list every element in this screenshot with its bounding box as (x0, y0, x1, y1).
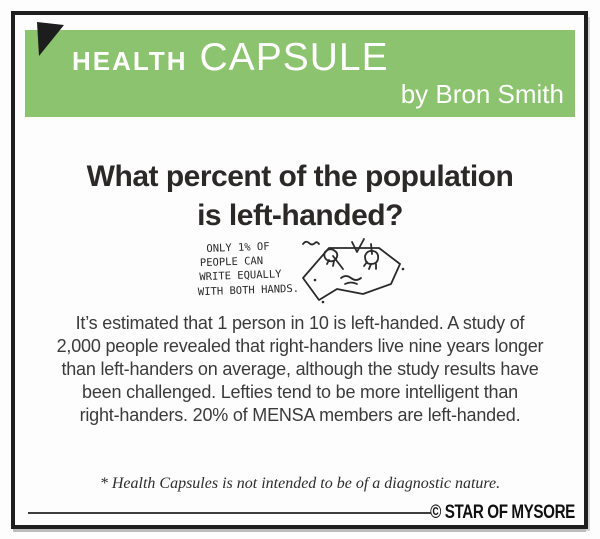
body-line-5: right-handers. 20% of MENSA members are … (79, 405, 521, 425)
disclaimer-note: * Health Capsules is not intended to be … (99, 475, 501, 492)
body-paragraph: It’s estimated that 1 person in 10 is le… (0, 312, 600, 427)
brand-title: HEALTH CAPSULE (72, 36, 389, 80)
folded-corner-icon (37, 22, 64, 56)
body-line-2: 2,000 people revealed that right-handers… (56, 336, 544, 356)
caption-line-4: WITH BOTH HANDS. (198, 283, 300, 299)
caption-line-2: PEOPLE CAN (200, 255, 264, 269)
cartoon-caption: ONLY 1% OF PEOPLE CAN WRITE EQUALLY WITH… (198, 241, 300, 299)
panel-border (11, 11, 588, 529)
body-line-1: It’s estimated that 1 person in 10 is le… (75, 313, 525, 333)
body-line-3: than left-handers on average, although t… (61, 359, 539, 379)
two-hands-writing-doodle (302, 238, 405, 304)
copyright-credit: © STAR OF MYSORE (430, 502, 575, 523)
title-line-2: is left-handed? (197, 199, 403, 232)
cartoon-illustration: ONLY 1% OF PEOPLE CAN WRITE EQUALLY WITH… (198, 238, 405, 304)
author-byline: by Bron Smith (400, 79, 564, 109)
body-line-4: been challenged. Lefties tend to be more… (82, 382, 518, 402)
footer-divider (28, 512, 431, 514)
brand-word-health: HEALTH (72, 46, 188, 76)
page-title: What percent of the population is left-h… (0, 157, 600, 235)
brand-word-capsule: CAPSULE (199, 36, 389, 79)
title-line-1: What percent of the population (86, 160, 514, 193)
caption-line-1: ONLY 1% OF (206, 241, 270, 255)
header-banner: HEALTH CAPSULE by Bron Smith (25, 22, 575, 117)
caption-line-3: WRITE EQUALLY (199, 268, 282, 283)
